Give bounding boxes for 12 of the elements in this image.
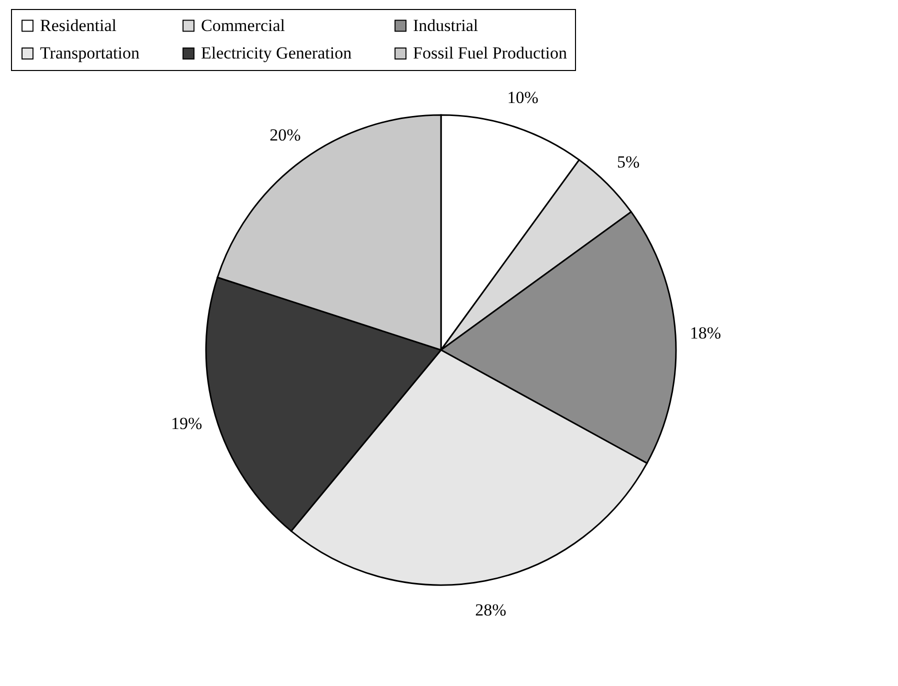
data-label: 20%: [270, 126, 301, 145]
data-label: 5%: [617, 152, 640, 172]
data-label: 10%: [507, 88, 538, 107]
legend-label: Fossil Fuel Production: [413, 44, 568, 62]
legend-label: Transportation: [40, 44, 140, 62]
legend-label: Commercial: [201, 16, 286, 35]
data-label: 19%: [170, 414, 202, 433]
legend-label: Industrial: [413, 16, 478, 35]
legend-label: Electricity Generation: [201, 44, 352, 62]
legend-label: Residential: [40, 16, 117, 35]
data-label: 28%: [475, 600, 506, 620]
data-label: 18%: [690, 323, 722, 342]
